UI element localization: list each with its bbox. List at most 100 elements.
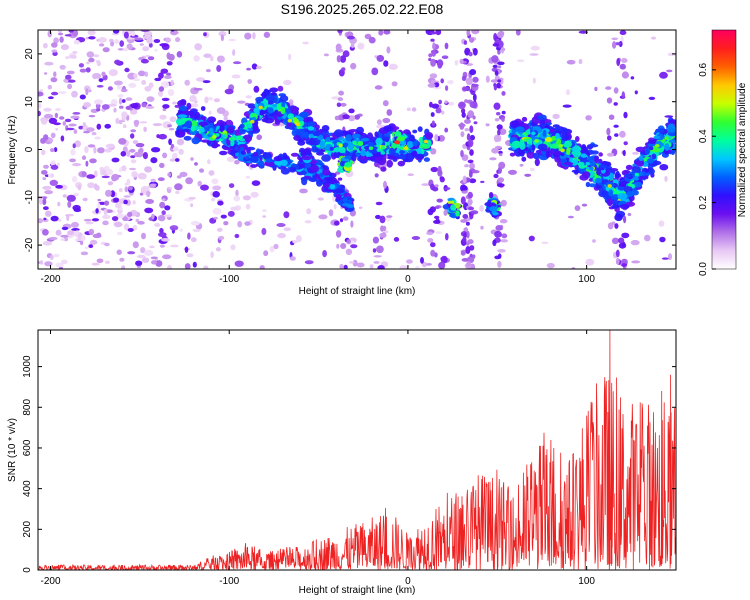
heatmap-cell xyxy=(126,43,133,50)
heatmap-cell xyxy=(258,110,266,116)
heatmap-cell xyxy=(88,228,95,236)
heatmap-cell xyxy=(360,149,367,157)
heatmap-cell xyxy=(138,148,143,153)
heatmap-cell xyxy=(560,148,565,153)
heatmap-cell xyxy=(185,177,194,185)
heatmap-cell xyxy=(262,215,267,218)
heatmap-cell xyxy=(346,35,355,40)
heatmap-cell xyxy=(220,34,224,42)
snr-y-ticks: 0 200 400 600 800 1000 xyxy=(22,355,676,573)
heatmap-cell xyxy=(340,160,345,167)
heatmap-cell xyxy=(231,74,241,79)
heatmap-cell xyxy=(471,170,480,174)
heatmap-cell xyxy=(427,83,436,88)
heatmap-cell xyxy=(423,157,430,162)
heatmap-cell xyxy=(188,196,196,200)
heatmap-cell xyxy=(624,173,632,179)
heatmap-cell xyxy=(130,103,139,109)
heatmap-cell xyxy=(375,137,383,146)
heatmap-cell xyxy=(472,115,476,120)
heatmap-cell xyxy=(73,129,78,134)
heatmap-cell xyxy=(114,39,119,44)
heatmap-cell xyxy=(218,235,225,240)
heatmap-cell xyxy=(498,128,507,135)
heatmap-cell xyxy=(167,264,173,269)
heatmap-cell xyxy=(118,167,123,173)
heatmap-cell xyxy=(497,253,502,259)
heatmap-cell xyxy=(66,214,70,222)
heatmap-cell xyxy=(343,197,348,204)
heatmap-cell xyxy=(137,172,147,180)
heatmap-cell xyxy=(132,200,136,205)
heatmap-cell xyxy=(144,249,154,256)
heatmap-cell xyxy=(114,59,121,65)
heatmap-cell xyxy=(393,237,400,242)
heatmap-cell xyxy=(179,171,188,177)
heatmap-cell xyxy=(49,179,58,186)
heatmap-cell xyxy=(50,164,59,170)
heatmap-cell xyxy=(204,96,209,104)
heatmap-cell xyxy=(71,221,79,228)
heatmap-cell xyxy=(158,232,167,238)
heatmap-cell xyxy=(54,112,59,119)
heatmap-cell xyxy=(179,228,183,232)
heatmap-cell xyxy=(527,138,533,144)
heatmap-cell xyxy=(619,63,626,70)
heatmap-cell xyxy=(51,49,58,53)
heatmap-cell xyxy=(411,236,421,240)
heatmap-cell xyxy=(635,146,646,153)
heatmap-cell xyxy=(292,117,297,121)
heatmap-cell xyxy=(542,129,547,137)
heatmap-cell xyxy=(184,79,190,86)
heatmap-cell xyxy=(261,227,267,236)
x-tick-label: -200 xyxy=(41,274,61,285)
heatmap-cell xyxy=(70,115,80,119)
heatmap-cell xyxy=(123,195,131,198)
heatmap-cell xyxy=(354,114,360,120)
heatmap-cell xyxy=(386,215,393,218)
heatmap-cell xyxy=(235,189,239,197)
heatmap-cell xyxy=(561,133,570,142)
heatmap-cell xyxy=(227,210,235,217)
heatmap-cell xyxy=(556,138,562,146)
heatmap-cell xyxy=(423,139,429,144)
heatmap-cell xyxy=(417,126,423,132)
heatmap-cell xyxy=(42,185,52,190)
heatmap-cell xyxy=(159,114,167,120)
heatmap-cell xyxy=(528,235,535,242)
heatmap-cell xyxy=(175,158,180,162)
heatmap-cell xyxy=(207,159,211,165)
heatmap-cell xyxy=(351,154,357,162)
heatmap-cell xyxy=(295,122,301,127)
heatmap-cell xyxy=(433,219,441,224)
heatmap-cell xyxy=(162,254,172,260)
heatmap-cell xyxy=(207,116,217,123)
heatmap-cell xyxy=(66,127,75,131)
heatmap-cell xyxy=(435,205,440,210)
heatmap-cell xyxy=(619,130,626,138)
heatmap-cell xyxy=(198,121,209,126)
heatmap-cell xyxy=(368,36,376,44)
heatmap-cell xyxy=(65,74,72,80)
heatmap-cell xyxy=(120,88,128,93)
heatmap-cell xyxy=(279,95,289,102)
heatmap-cell xyxy=(126,178,131,186)
heatmap-cell xyxy=(139,192,144,196)
heatmap-cell xyxy=(608,114,615,120)
heatmap-cell xyxy=(348,108,355,114)
heatmap-cell xyxy=(237,100,246,104)
heatmap-cell xyxy=(606,127,611,136)
heatmap-cell xyxy=(653,135,661,140)
heatmap-cell xyxy=(372,248,377,253)
heatmap-cell xyxy=(316,179,323,187)
heatmap-cell xyxy=(150,178,156,183)
heatmap-cell xyxy=(50,215,59,222)
heatmap-cell xyxy=(195,77,206,82)
heatmap-cell xyxy=(159,43,169,47)
heatmap-cell xyxy=(589,166,594,171)
heatmap-cell xyxy=(668,119,676,124)
heatmap-cell xyxy=(69,158,76,163)
heatmap-cell xyxy=(151,147,161,153)
y-tick-label: 10 xyxy=(24,96,35,108)
heatmap-cell xyxy=(530,45,540,51)
